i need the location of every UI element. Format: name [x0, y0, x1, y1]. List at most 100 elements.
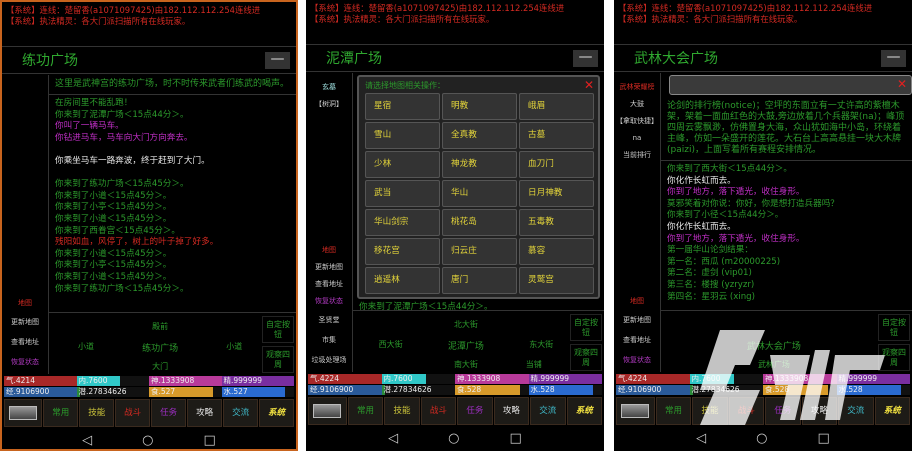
tab-6[interactable]: 系统	[259, 399, 295, 427]
status-label: 食.528	[765, 385, 790, 394]
map-option[interactable]: 雪山	[365, 122, 440, 149]
map-option[interactable]: 神龙教	[442, 151, 517, 178]
map-exit-north[interactable]: 殿前	[152, 322, 169, 331]
tab-0[interactable]: 常用	[655, 397, 692, 425]
tab-4[interactable]: 攻略	[493, 397, 530, 425]
map-option[interactable]: 明教	[442, 93, 517, 120]
back-icon[interactable]: ◁	[388, 430, 399, 446]
sidebar-item[interactable]: 市集	[322, 336, 336, 344]
map-option[interactable]: 移花宫	[365, 238, 440, 265]
recent-apps-icon[interactable]: □	[817, 430, 830, 446]
sidebar-item[interactable]: 【树洞】	[315, 100, 343, 108]
map-exit-west[interactable]: 西大街	[378, 340, 403, 349]
sidebar-item[interactable]: na	[632, 134, 642, 142]
game-logo-button[interactable]	[616, 397, 655, 425]
minimize-button[interactable]: —	[881, 49, 906, 67]
map-option[interactable]: 峨眉	[519, 93, 594, 120]
sidebar-item[interactable]: 垃圾处理场	[311, 356, 347, 364]
close-icon[interactable]: ✕	[583, 78, 594, 92]
tab-5[interactable]: 交流	[223, 399, 259, 427]
sidebar-item[interactable]: 大鼓	[630, 100, 644, 108]
tab-6[interactable]: 系统	[874, 397, 910, 425]
sidebar-item[interactable]: 更新地图	[623, 316, 651, 324]
map-option[interactable]: 全真教	[442, 122, 517, 149]
map-exit-south[interactable]: 南大街	[453, 360, 478, 369]
sidebar-item[interactable]: 圣贤堂	[318, 316, 340, 324]
sidebar-item[interactable]: 查看地址	[623, 336, 651, 344]
map-option[interactable]: 少林	[365, 151, 440, 178]
tab-3[interactable]: 任务	[151, 399, 187, 427]
minimize-button[interactable]: —	[265, 51, 290, 69]
minimize-button[interactable]: —	[573, 49, 598, 67]
map-option[interactable]: 唐门	[442, 267, 517, 294]
game-logo-button[interactable]	[4, 399, 43, 427]
map-option[interactable]: 星宿	[365, 93, 440, 120]
sidebar-item[interactable]: 查看地址	[315, 280, 343, 288]
map-exit-east[interactable]: 东大街	[529, 340, 554, 349]
tab-2[interactable]: 战斗	[420, 397, 457, 425]
map-exit-center[interactable]: 泥潭广场	[447, 342, 484, 352]
back-icon[interactable]: ◁	[696, 430, 707, 446]
tab-6[interactable]: 系统	[566, 397, 602, 425]
sidebar-item[interactable]: 恢复状态	[315, 297, 343, 305]
tab-4[interactable]: 攻略	[187, 399, 223, 427]
tab-0[interactable]: 常用	[43, 399, 79, 427]
map-exit-west[interactable]: 小道	[78, 342, 95, 351]
tab-1[interactable]: 技能	[79, 399, 115, 427]
map-exit-southeast[interactable]: 当铺	[525, 360, 542, 369]
sidebar-item[interactable]: 恢复状态	[623, 356, 651, 364]
sidebar-item[interactable]: 更新地图	[11, 318, 39, 326]
map-option[interactable]: 桃花岛	[442, 209, 517, 236]
tab-5[interactable]: 交流	[838, 397, 874, 425]
map-option[interactable]: 武当	[365, 180, 440, 207]
sidebar-item[interactable]: 地图	[322, 246, 336, 254]
sidebar-item[interactable]: 恢复状态	[11, 358, 39, 366]
log-line: 残阳如血，风停了，树上的叶子掉了好多。	[55, 237, 219, 248]
map-exit-center[interactable]: 练功广场	[142, 344, 179, 354]
map-option[interactable]: 血刀门	[519, 151, 594, 178]
map-option[interactable]: 灵鹫宫	[519, 267, 594, 294]
home-icon[interactable]: ○	[448, 430, 460, 446]
map-option[interactable]: 逍遥林	[365, 267, 440, 294]
tab-5[interactable]: 交流	[530, 397, 566, 425]
map-option[interactable]: 日月神教	[519, 180, 594, 207]
sidebar-item[interactable]: 地图	[18, 299, 32, 307]
custom-button[interactable]: 自定按钮	[570, 314, 602, 341]
tab-3[interactable]: 任务	[457, 397, 493, 425]
map-option[interactable]: 华山剑宗	[365, 209, 440, 236]
map-exit-south[interactable]: 大门	[152, 362, 169, 371]
back-icon[interactable]: ◁	[82, 432, 93, 448]
status-label: 经.9106900	[6, 387, 50, 396]
log-line: 你来到了练功广场＜15点45分＞。	[55, 283, 189, 294]
map-option[interactable]: 归云庄	[442, 238, 517, 265]
sidebar-item[interactable]: 【拿取快捷】	[616, 117, 658, 125]
home-icon[interactable]: ○	[756, 430, 768, 446]
map-option[interactable]: 古墓	[519, 122, 594, 149]
observe-button[interactable]: 观察四周	[262, 346, 294, 373]
recent-apps-icon[interactable]: □	[203, 432, 216, 448]
map-exit-east[interactable]: 小道	[226, 342, 243, 351]
status-row: 经.9106900 潜.27834626 食.528 水.528	[308, 385, 602, 395]
tab-1[interactable]: 技能	[384, 397, 420, 425]
tab-0[interactable]: 常用	[347, 397, 384, 425]
map-option[interactable]: 华山	[442, 180, 517, 207]
tab-2[interactable]: 战斗	[115, 399, 151, 427]
log-line: 你来到了小亭＜15点45分＞。	[55, 202, 172, 213]
map-option[interactable]: 慕容	[519, 238, 594, 265]
recent-apps-icon[interactable]: □	[509, 430, 522, 446]
map-option[interactable]: 五毒教	[519, 209, 594, 236]
sidebar-item[interactable]: 武林荣耀榜	[619, 83, 655, 91]
home-icon[interactable]: ○	[142, 432, 154, 448]
custom-button[interactable]: 自定按钮	[262, 316, 294, 343]
observe-button[interactable]: 观察四周	[570, 344, 602, 371]
map-exit-north[interactable]: 北大街	[453, 320, 478, 329]
game-logo-button[interactable]	[308, 397, 347, 425]
custom-button[interactable]: 自定按钮	[878, 314, 910, 341]
sidebar-item[interactable]: 当前排行	[623, 151, 651, 159]
sidebar-item[interactable]: 玄墓	[322, 83, 336, 91]
sidebar-item[interactable]: 地图	[630, 297, 644, 305]
sidebar-item[interactable]: 查看地址	[11, 338, 39, 346]
close-icon[interactable]: ✕	[896, 77, 907, 91]
sidebar-item[interactable]: 更新地图	[315, 263, 343, 271]
map-exit-center[interactable]: 武林大会广场	[746, 342, 801, 352]
